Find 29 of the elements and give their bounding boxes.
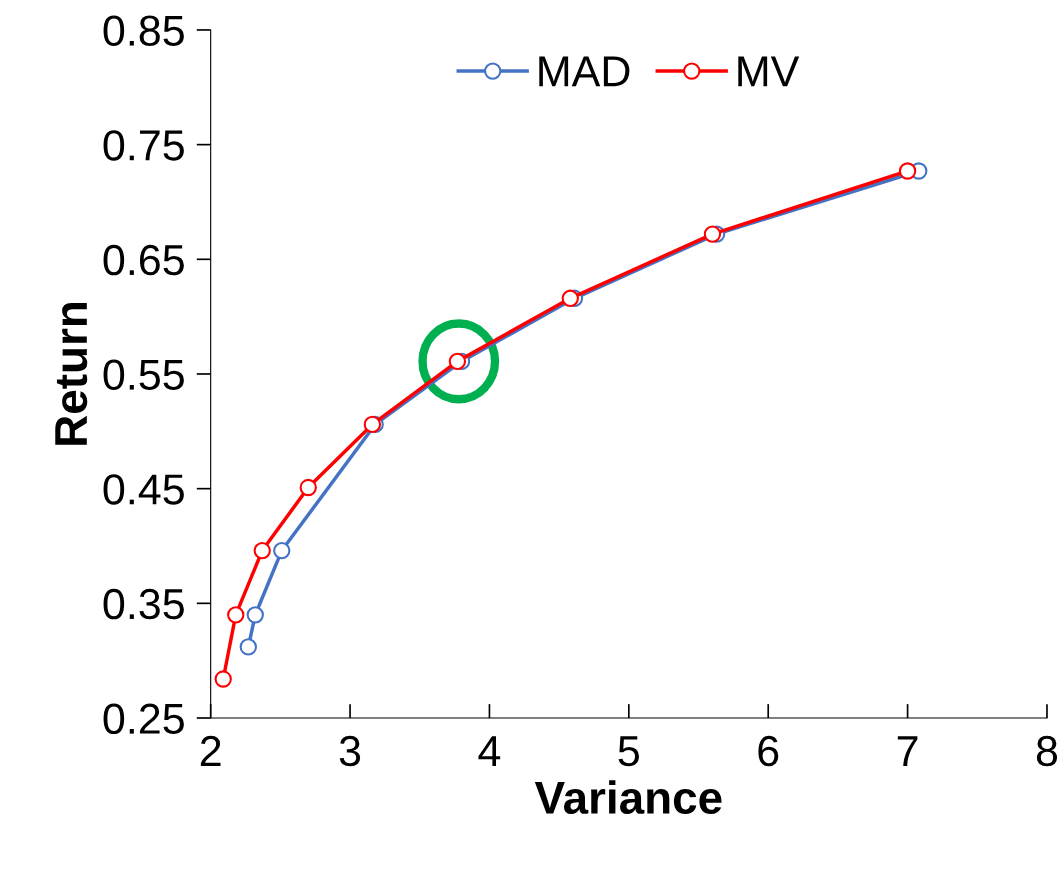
point — [246, 606, 264, 624]
y-tick-label: 0.55 — [103, 359, 184, 391]
point — [703, 225, 722, 243]
y-tick-label: 0.25 — [103, 703, 184, 735]
y-tick-label: 0.85 — [103, 15, 184, 46]
x-tick-label: 6 — [758, 735, 779, 767]
point — [214, 670, 232, 688]
point — [227, 606, 245, 624]
point — [239, 638, 257, 656]
point — [299, 478, 317, 497]
y-tick-label: 0.75 — [103, 130, 184, 161]
y-tick-label: 0.65 — [103, 244, 184, 276]
point — [253, 541, 271, 560]
point — [448, 352, 467, 371]
x-tick-label: 3 — [339, 735, 361, 767]
point — [561, 289, 579, 307]
y-tick-label: 0.45 — [103, 474, 184, 505]
x-tick-label: 2 — [200, 735, 221, 766]
x-tick-label: 7 — [897, 736, 918, 766]
x-tick-label: 5 — [618, 736, 639, 767]
x-axis-title: Variance — [534, 780, 722, 815]
x-tick-label: 8 — [1036, 735, 1058, 767]
legend-label: MAD — [539, 56, 630, 87]
point — [273, 541, 291, 560]
x-tick-label: 4 — [478, 736, 501, 766]
y-axis-title: Return — [55, 302, 88, 445]
y-tick-label: 0.35 — [103, 588, 184, 620]
legend-label: MV — [738, 56, 800, 87]
point — [898, 162, 917, 180]
